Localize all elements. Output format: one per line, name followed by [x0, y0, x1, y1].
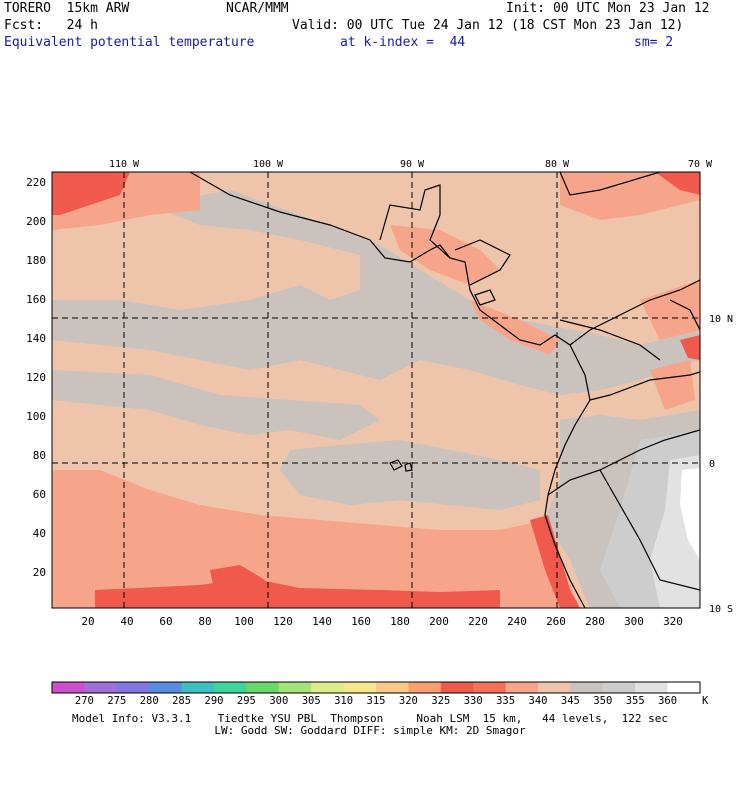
- x-tick: 180: [390, 615, 410, 628]
- colorbar-label: 345: [561, 695, 580, 707]
- y-tick: 40: [33, 527, 46, 540]
- lon-labels: 110 W 100 W 90 W 80 W 70 W: [109, 159, 713, 170]
- y-tick: 220: [26, 176, 46, 189]
- init-time: Init: 00 UTC Mon 23 Jan 12: [506, 1, 710, 16]
- x-tick: 260: [546, 615, 566, 628]
- colorbar-swatch: [408, 682, 442, 693]
- y-tick: 60: [33, 488, 46, 501]
- valid-time: Valid: 00 UTC Tue 24 Jan 12 (18 CST Mon …: [292, 18, 684, 33]
- colorbar-swatch: [278, 682, 312, 693]
- colorbar-label: 295: [237, 695, 256, 707]
- x-tick: 280: [585, 615, 605, 628]
- colorbar-swatch: [214, 682, 247, 693]
- colorbar-label: 325: [431, 695, 450, 707]
- y-tick: 100: [26, 410, 46, 423]
- x-tick: 40: [120, 615, 133, 628]
- colorbar-swatch: [505, 682, 539, 693]
- agency-label: NCAR/MMM: [226, 1, 289, 16]
- x-tick: 300: [624, 615, 644, 628]
- lat-label: 10 N: [709, 314, 733, 325]
- model-info-line1: Model Info: V3.3.1 Tiedtke YSU PBL Thomp…: [71, 712, 669, 725]
- colorbar-swatch: [440, 682, 474, 693]
- colorbar-swatches: [52, 682, 701, 693]
- temperature-field: [52, 172, 700, 608]
- x-tick: 100: [234, 615, 254, 628]
- lat-lon-grid: [52, 172, 700, 608]
- y-tick: 160: [26, 293, 46, 306]
- lat-label: 10 S: [709, 604, 733, 615]
- colorbar-label: 340: [529, 695, 548, 707]
- x-tick: 220: [468, 615, 488, 628]
- plot-frame: [51, 171, 701, 609]
- colorbar-label: 275: [107, 695, 126, 707]
- colorbar-swatch: [343, 682, 377, 693]
- model-info-line2: LW: Godd SW: Goddard DIFF: simple KM: 2D…: [214, 724, 526, 737]
- colorbar-label: 355: [626, 695, 645, 707]
- forecast-hour: Fcst: 24 h: [4, 18, 98, 33]
- colorbar-swatch: [635, 682, 669, 693]
- lon-label: 80 W: [545, 159, 570, 170]
- colorbar-swatch: [602, 682, 636, 693]
- x-tick: 120: [273, 615, 293, 628]
- colorbar-label: 285: [172, 695, 191, 707]
- colorbar-swatch: [246, 682, 280, 693]
- colorbar-label: 315: [367, 695, 386, 707]
- coastlines: [189, 172, 700, 608]
- lon-label: 70 W: [688, 159, 713, 170]
- colorbar-label: 360: [658, 695, 677, 707]
- colorbar-swatch: [149, 682, 183, 693]
- level-label: at k-index = 44: [340, 35, 466, 50]
- y-tick: 200: [26, 215, 46, 228]
- x-tick: 200: [429, 615, 449, 628]
- lat-labels: 10 N 0 10 S: [709, 314, 733, 615]
- colorbar-label: 270: [75, 695, 94, 707]
- x-tick-labels: 20 40 60 80 100 120 140 160 180 200 220 …: [81, 615, 683, 628]
- lon-label: 110 W: [109, 159, 140, 170]
- colorbar-labels: 270 275 280 285 290 295 300 305 310 315 320 325 330 3…: [75, 695, 677, 707]
- smoothing-label: sm= 2: [634, 35, 674, 50]
- lon-label: 90 W: [400, 159, 425, 170]
- colorbar-label: 280: [140, 695, 159, 707]
- y-tick-labels: 220 200 180 160 140 120 100 80 60 40 20: [26, 176, 46, 579]
- x-tick: 320: [663, 615, 683, 628]
- y-tick: 180: [26, 254, 46, 267]
- colorbar-swatch: [473, 682, 507, 693]
- colorbar-swatch: [376, 682, 409, 693]
- lat-label: 0: [709, 459, 715, 470]
- y-tick: 20: [33, 566, 46, 579]
- x-tick: 140: [312, 615, 332, 628]
- colorbar-unit: K: [702, 695, 709, 707]
- colorbar-swatch: [52, 682, 85, 693]
- x-tick: 20: [81, 615, 94, 628]
- colorbar-label: 350: [593, 695, 612, 707]
- colorbar-label: 330: [464, 695, 483, 707]
- colorbar-swatch: [538, 682, 571, 693]
- field-name: Equivalent potential temperature: [4, 35, 255, 50]
- x-tick: 60: [159, 615, 172, 628]
- colorbar-swatch: [116, 682, 150, 693]
- x-tick: 160: [351, 615, 371, 628]
- colorbar-label: 320: [399, 695, 418, 707]
- x-tick: 240: [507, 615, 527, 628]
- colorbar-swatch: [667, 682, 701, 693]
- y-tick: 140: [26, 332, 46, 345]
- colorbar-label: 300: [269, 695, 288, 707]
- colorbar-swatch: [181, 682, 215, 693]
- colorbar-swatch: [570, 682, 604, 693]
- colorbar-label: 310: [334, 695, 353, 707]
- y-tick: 80: [33, 449, 46, 462]
- lon-label: 100 W: [253, 159, 284, 170]
- model-title: TORERO 15km ARW: [4, 1, 130, 16]
- map-plot: 110 W 100 W 90 W 80 W 70 W 10 N 0 10 S 2…: [26, 159, 733, 628]
- colorbar-swatch: [311, 682, 345, 693]
- colorbar-label: 335: [496, 695, 515, 707]
- colorbar-frame: [51, 681, 701, 694]
- x-tick: 80: [198, 615, 211, 628]
- colorbar-swatch: [84, 682, 118, 693]
- colorbar: 270 275 280 285 290 295 300 305 310 315 320 325 330 3…: [51, 681, 709, 707]
- y-tick: 120: [26, 371, 46, 384]
- colorbar-label: 305: [302, 695, 321, 707]
- colorbar-label: 290: [205, 695, 224, 707]
